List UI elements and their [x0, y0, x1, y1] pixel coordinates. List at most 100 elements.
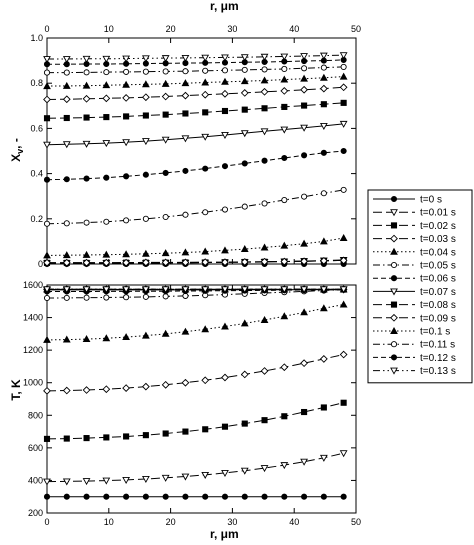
data-point	[221, 493, 229, 500]
data-point	[339, 120, 348, 128]
series-t-0-09-s	[43, 83, 348, 104]
data-point	[202, 165, 209, 172]
series-t-0-01-s	[43, 450, 348, 486]
data-point	[221, 89, 229, 98]
data-point	[103, 114, 110, 121]
data-point	[280, 241, 289, 249]
legend-entry: t=0.12 s	[373, 353, 456, 364]
data-point	[319, 454, 328, 462]
data-point	[62, 95, 71, 104]
x-tick-label: 30	[227, 24, 237, 34]
data-point	[300, 74, 308, 82]
data-point	[82, 81, 91, 89]
data-point	[182, 493, 189, 500]
x-tick-label: 40	[289, 517, 299, 527]
data-point	[280, 53, 289, 61]
series-t-0-1-s	[43, 72, 348, 90]
series-t-0-04-s	[43, 233, 348, 259]
data-point	[300, 53, 308, 61]
data-point	[201, 258, 210, 267]
data-point	[102, 477, 111, 485]
legend-marker	[390, 209, 398, 217]
y-tick-label: 0.4	[30, 169, 43, 179]
x-tick-label: 0	[44, 24, 49, 34]
data-point	[103, 69, 110, 76]
data-point	[319, 256, 328, 265]
y-tick-label: 0.2	[30, 214, 43, 224]
data-point	[280, 257, 289, 266]
data-point	[181, 378, 190, 387]
legend-label: t=0.02 s	[420, 221, 456, 232]
data-point	[43, 115, 51, 122]
data-point	[260, 53, 269, 61]
data-point	[141, 249, 150, 257]
data-point	[122, 384, 130, 392]
data-point	[319, 52, 328, 60]
data-point	[281, 196, 288, 204]
data-point	[280, 312, 289, 320]
data-point	[43, 56, 51, 64]
x-tick-label: 30	[227, 517, 237, 527]
data-point	[319, 355, 328, 363]
series-line	[46, 354, 344, 392]
data-point	[103, 493, 110, 500]
legend-marker	[390, 247, 398, 255]
data-point	[62, 141, 71, 149]
data-point	[83, 294, 90, 301]
series-t-0-08-s	[43, 99, 347, 122]
y-tick-label: 1000	[23, 378, 43, 388]
x-tick-label: 40	[289, 24, 299, 34]
data-point	[43, 435, 51, 442]
data-point	[340, 399, 347, 406]
series-t-0-13-s	[43, 286, 348, 294]
data-point	[221, 246, 229, 254]
data-point	[43, 286, 51, 294]
data-point	[280, 462, 289, 470]
legend-label: t=0.06 s	[420, 274, 456, 285]
legend-entry: t=0.07 s	[373, 287, 456, 298]
series-line	[46, 402, 344, 440]
data-point	[141, 138, 150, 146]
data-point	[221, 67, 229, 74]
data-point	[221, 286, 229, 294]
legend-marker	[390, 275, 398, 282]
x-tick-label: 10	[104, 24, 114, 34]
series-t-0-13-s	[43, 52, 348, 64]
data-point	[82, 478, 91, 486]
data-point	[221, 107, 229, 115]
data-point	[260, 243, 269, 251]
data-point	[201, 90, 210, 99]
legend-entry: t=0.04 s	[373, 247, 456, 258]
y-tick-label: 1200	[23, 345, 43, 355]
series-line	[47, 66, 344, 74]
top-panel: 0 10 20 30 40 50 0 0.2 0.4 0.6 0.8 1.0 Xv, -	[9, 24, 361, 269]
data-point	[241, 106, 248, 113]
data-point	[240, 130, 249, 138]
series-line	[46, 289, 344, 299]
data-point	[43, 141, 51, 149]
series-line	[46, 123, 344, 146]
data-point	[122, 250, 130, 258]
data-point	[300, 359, 308, 368]
data-point	[340, 63, 347, 70]
data-point	[301, 193, 308, 200]
data-point	[260, 76, 269, 84]
data-point	[103, 218, 110, 225]
y-tick-label: 0.8	[30, 78, 43, 88]
data-point	[43, 258, 51, 267]
data-point	[339, 300, 348, 308]
data-point	[43, 335, 51, 343]
data-point	[320, 493, 327, 500]
data-point	[300, 239, 308, 247]
data-point	[82, 250, 91, 258]
data-point	[62, 56, 71, 64]
data-point	[281, 65, 288, 73]
data-point	[182, 211, 189, 218]
data-point	[281, 493, 288, 500]
legend-box	[367, 189, 473, 384]
data-point	[141, 80, 150, 88]
data-point	[339, 72, 348, 80]
data-point	[301, 152, 308, 159]
data-point	[300, 286, 308, 294]
data-point	[103, 174, 110, 181]
